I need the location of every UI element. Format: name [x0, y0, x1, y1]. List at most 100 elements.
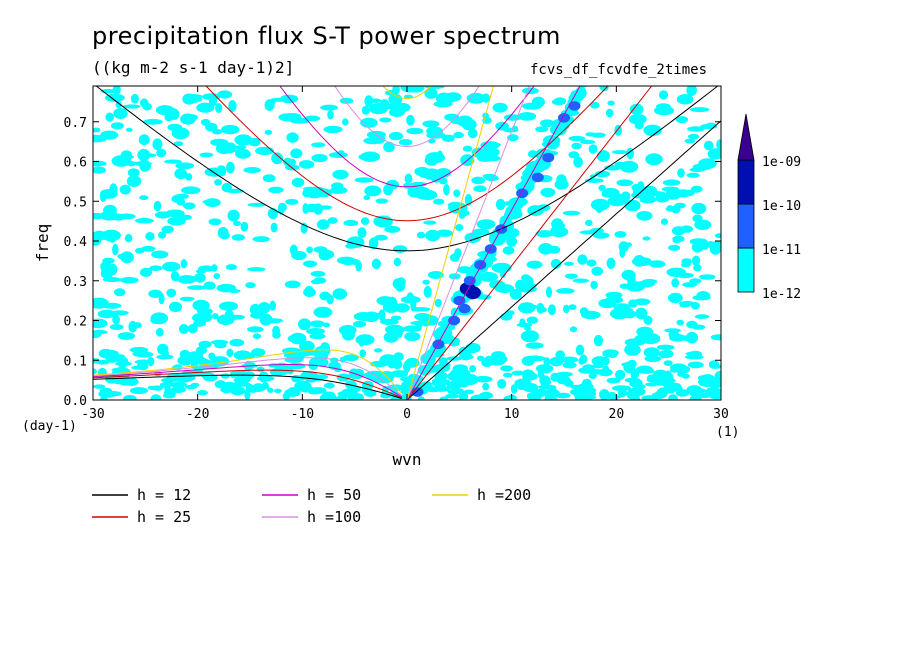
field-patch [571, 142, 582, 150]
field-patch [396, 277, 406, 288]
field-patch [361, 380, 374, 390]
field-patch [445, 393, 459, 399]
field-patch [605, 108, 614, 118]
field-patch [282, 392, 291, 400]
field-patch [639, 193, 649, 199]
field-patch [578, 367, 596, 374]
y-axis-label: freq [33, 224, 52, 263]
field-patch [225, 264, 237, 271]
field-patch [628, 113, 647, 125]
field-patch [470, 394, 488, 400]
field-patch [643, 347, 660, 358]
field-patch [524, 325, 532, 331]
field-patch [400, 295, 421, 304]
field-patch [531, 356, 546, 362]
field-patch [687, 361, 704, 369]
field-patch [323, 125, 343, 134]
field-patch [267, 387, 274, 393]
field-patch [517, 112, 537, 121]
field-patch [649, 260, 666, 268]
field-patch [699, 274, 716, 280]
field-patch [701, 239, 709, 250]
field-patch [455, 224, 464, 231]
field-patch [644, 355, 661, 362]
axes: -30 -20 -10 0 10 20 30 0.0 0.1 0.2 0.3 0.4 0.5 0.6 0.7… [22, 86, 739, 469]
gravity-curve-h25 [205, 86, 609, 222]
field-patch [424, 86, 445, 89]
field-patch [187, 285, 207, 290]
field-patch [644, 198, 654, 203]
field-patch [225, 188, 245, 194]
field-patch [615, 369, 626, 380]
field-patch [416, 189, 430, 200]
field-patch [105, 112, 114, 122]
field-patch [707, 378, 721, 385]
colorbar-label: 1e-09 [762, 155, 801, 170]
field-patch [323, 393, 337, 400]
field-patch [342, 354, 359, 362]
field-patch [120, 277, 139, 284]
field-patch [481, 358, 493, 368]
field-patch [111, 367, 129, 372]
field-patch [660, 218, 669, 225]
field-patch [448, 375, 456, 381]
field-patch [108, 231, 117, 243]
field-patch [434, 298, 442, 308]
field-patch [410, 181, 427, 187]
field-patch [171, 386, 186, 393]
field-patch [327, 110, 334, 120]
field-patch [416, 231, 426, 239]
field-patch [93, 127, 101, 133]
field-patch [466, 92, 486, 104]
field-patch [398, 139, 413, 146]
kelvin-peak [542, 152, 555, 163]
field-patch [380, 318, 399, 325]
field-patch [555, 371, 573, 377]
field-patch [686, 385, 703, 395]
power-field [93, 86, 721, 400]
field-patch [577, 383, 594, 390]
field-patch [453, 131, 464, 139]
x-tick-label: 0 [403, 407, 411, 422]
field-patch [708, 360, 720, 369]
field-patch [535, 126, 549, 133]
field-patch [636, 211, 653, 221]
field-patch [671, 278, 680, 288]
field-patch [229, 338, 245, 347]
gravity-curve-h12 [95, 86, 719, 252]
field-patch [358, 339, 365, 347]
field-patch [355, 334, 375, 346]
field-patch [313, 277, 327, 284]
field-patch [457, 266, 472, 274]
field-patch [93, 230, 107, 241]
field-patch [179, 296, 195, 302]
field-patch [666, 378, 676, 383]
legend-label-h25: h = 25 [137, 508, 191, 526]
field-patch [503, 395, 515, 400]
field-patch [424, 386, 442, 393]
field-patch [492, 102, 508, 113]
field-patch [298, 318, 311, 331]
field-patch [289, 117, 310, 124]
field-patch [450, 94, 459, 102]
field-patch [535, 230, 554, 238]
field-patch [575, 344, 585, 356]
field-patch [406, 114, 415, 126]
field-patch [304, 286, 315, 297]
field-patch [187, 94, 201, 103]
legend: h = 12 h = 25 h = 50 h =100 h =200 [92, 486, 531, 526]
field-patch [690, 185, 703, 193]
field-patch [383, 141, 395, 153]
field-patch [668, 292, 683, 304]
field-patch [592, 232, 610, 239]
field-patch [511, 370, 525, 376]
field-patch [185, 173, 193, 181]
field-patch [309, 333, 326, 340]
field-patch [525, 342, 544, 349]
field-patch [258, 371, 269, 383]
field-patch [657, 387, 671, 395]
field-patch [246, 362, 256, 367]
field-patch [153, 200, 162, 212]
field-patch [564, 273, 578, 279]
field-patch [579, 139, 596, 145]
